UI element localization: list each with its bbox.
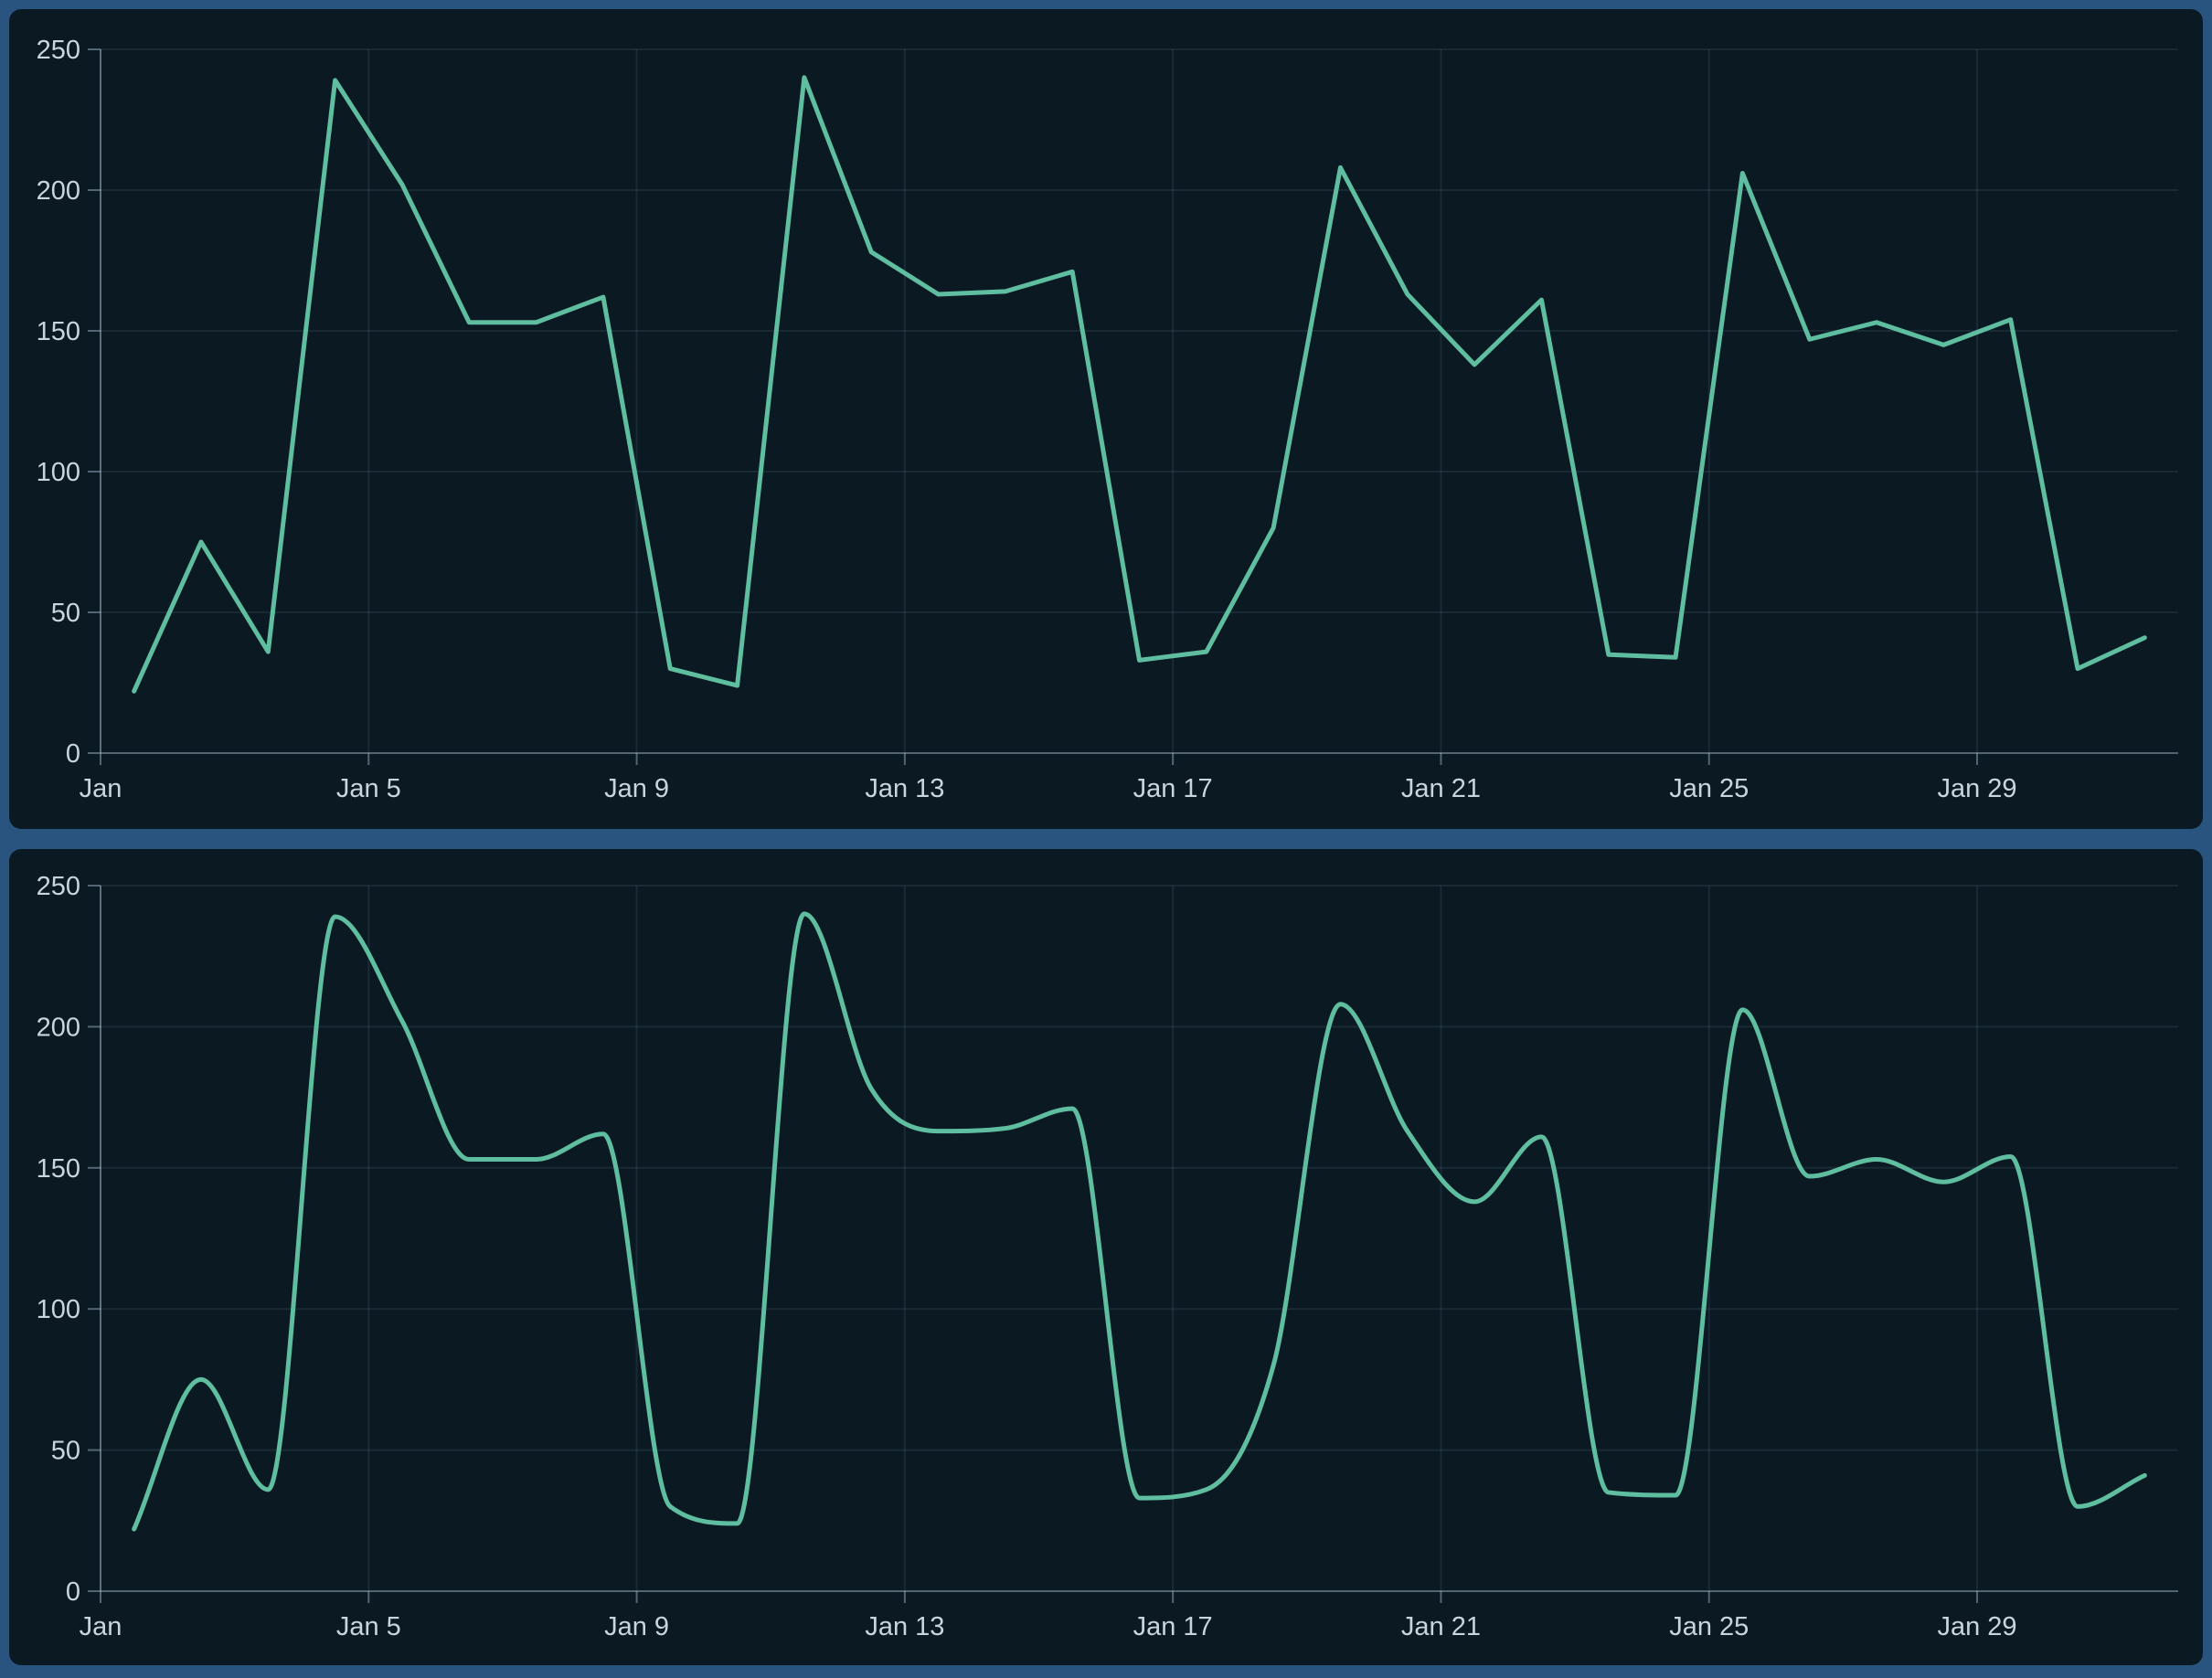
x-axis-label: Jan 25 [1669,774,1749,803]
y-axis-label: 200 [37,1013,80,1042]
x-axis-label: Jan 25 [1669,1612,1749,1641]
x-axis-label: Jan 9 [604,774,669,803]
y-axis-label: 0 [66,1577,80,1607]
y-axis-label: 0 [66,739,80,769]
x-axis-label: Jan 5 [336,774,401,803]
y-axis-label: 100 [37,1295,80,1324]
y-axis-label: 200 [37,176,80,206]
x-axis-label: Jan 17 [1133,774,1213,803]
chart-panel-smooth: Jan Jan 5 Jan 9 Jan 13 Jan 17 Jan 21 Jan 25 Jan… [9,849,2203,1665]
line-chart-linear: Jan Jan 5 Jan 9 Jan 13 Jan 17 Jan 21 Jan 25 Jan… [37,36,2178,803]
y-axis-label: 150 [37,317,80,346]
x-axis-label: Jan 17 [1133,1612,1213,1641]
series-line-linear [132,75,2147,694]
x-axis-label: Jan 29 [1937,774,2016,803]
x-axis-label: Jan 21 [1401,1612,1481,1641]
series-line-smooth [132,911,2147,1532]
y-axis-label: 150 [37,1154,80,1184]
x-axis-label: Jan [80,774,122,803]
x-axis-label: Jan [80,1612,122,1641]
y-axis-label: 250 [37,872,80,901]
x-axis-label: Jan 13 [865,1612,944,1641]
y-axis-label: 50 [51,599,80,628]
x-axis-label: Jan 13 [865,774,944,803]
y-axis-label: 50 [51,1437,80,1466]
y-axis-label: 250 [37,36,80,65]
x-axis-label: Jan 21 [1401,774,1481,803]
x-axis-label: Jan 9 [604,1612,669,1641]
x-axis-label: Jan 29 [1937,1612,2016,1641]
y-axis-label: 100 [37,458,80,487]
chart-panel-linear: Jan Jan 5 Jan 9 Jan 13 Jan 17 Jan 21 Jan 25 Jan… [9,9,2203,829]
line-chart-smooth: Jan Jan 5 Jan 9 Jan 13 Jan 17 Jan 21 Jan 25 Jan… [37,872,2178,1641]
x-axis-label: Jan 5 [336,1612,401,1641]
